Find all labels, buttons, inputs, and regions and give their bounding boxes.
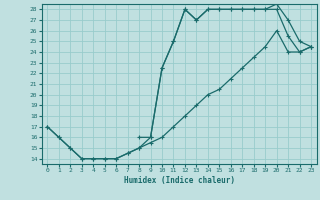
X-axis label: Humidex (Indice chaleur): Humidex (Indice chaleur) (124, 176, 235, 185)
